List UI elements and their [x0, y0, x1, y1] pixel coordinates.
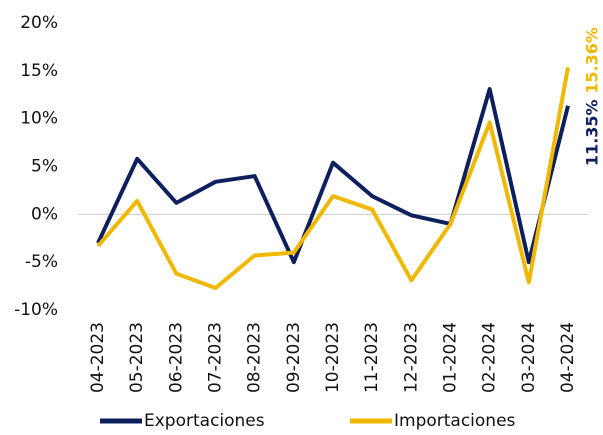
- value-label: 11.35%: [583, 99, 602, 166]
- x-tick-label: 07-2023: [206, 322, 226, 393]
- series-line: [96, 87, 570, 265]
- y-tick-label: 15%: [20, 61, 58, 81]
- series-line: [96, 67, 570, 290]
- x-tick-label: 05-2023: [127, 322, 147, 393]
- legend-label: Exportaciones: [144, 411, 265, 431]
- x-tick-label: 01-2024: [441, 322, 461, 393]
- x-tick-label: 11-2023: [362, 322, 382, 393]
- y-tick-label: 0%: [31, 204, 58, 224]
- x-tick-label: 10-2023: [323, 322, 343, 393]
- y-tick-label: 20%: [20, 13, 58, 33]
- x-tick-label: 06-2023: [166, 322, 186, 393]
- x-tick-label: 12-2023: [401, 322, 421, 393]
- legend-label: Importaciones: [394, 411, 516, 431]
- x-tick-label: 02-2024: [480, 322, 500, 393]
- x-tick-label: 04-2024: [558, 322, 578, 393]
- y-tick-label: -5%: [25, 252, 58, 272]
- x-tick-label: 09-2023: [284, 322, 304, 393]
- y-tick-label: 5%: [31, 157, 58, 177]
- x-tick-label: 08-2023: [245, 322, 265, 393]
- y-tick-label: -10%: [14, 300, 58, 320]
- x-tick-label: 04-2023: [88, 322, 108, 393]
- value-label: 15.36%: [583, 27, 602, 94]
- x-tick-label: 03-2024: [519, 322, 539, 393]
- y-tick-label: 10%: [20, 109, 58, 129]
